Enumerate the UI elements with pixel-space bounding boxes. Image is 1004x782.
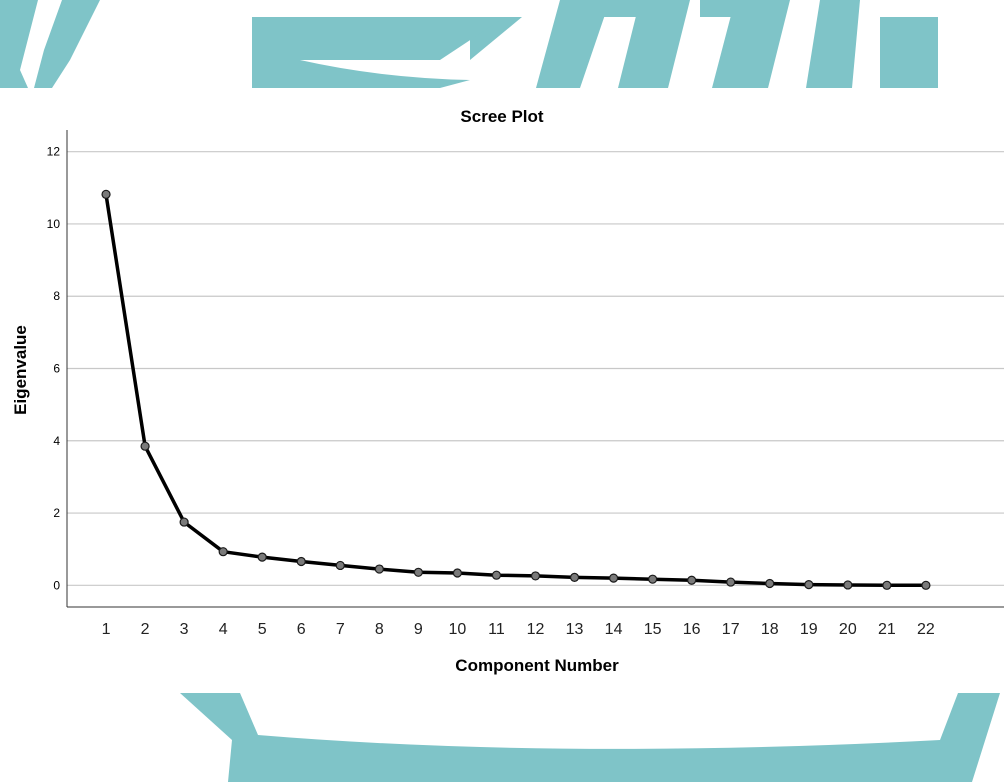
x-tick-label: 2 bbox=[141, 621, 150, 638]
x-tick-label: 7 bbox=[336, 621, 345, 638]
data-point bbox=[452, 568, 463, 578]
x-tick-label: 4 bbox=[219, 621, 228, 638]
watermark-top-block bbox=[700, 0, 760, 17]
y-tick-labels: 0 2 4 6 8 10 12 bbox=[47, 145, 61, 593]
data-point bbox=[765, 578, 775, 589]
data-point bbox=[413, 567, 423, 577]
data-point bbox=[804, 579, 814, 590]
x-tick-label: 21 bbox=[878, 621, 896, 638]
data-point bbox=[687, 575, 697, 585]
data-point bbox=[569, 572, 580, 582]
data-point bbox=[491, 570, 502, 580]
y-tick-label: 10 bbox=[47, 217, 61, 231]
data-point bbox=[335, 560, 345, 571]
x-tick-label: 22 bbox=[917, 621, 935, 638]
watermark-top-block bbox=[880, 17, 938, 88]
y-tick-label: 8 bbox=[53, 289, 60, 303]
y-tick-label: 0 bbox=[53, 578, 60, 592]
x-tick-label: 5 bbox=[258, 621, 267, 638]
watermark-top-block bbox=[600, 0, 650, 17]
watermark-bottom-band bbox=[180, 693, 1000, 782]
watermark-top-left-arc bbox=[0, 0, 38, 88]
x-axis-title: Component Number bbox=[455, 656, 619, 675]
x-tick-label: 11 bbox=[488, 621, 505, 638]
data-point bbox=[179, 517, 189, 527]
y-tick-label: 4 bbox=[53, 434, 60, 448]
data-points bbox=[101, 189, 931, 590]
data-point bbox=[921, 580, 931, 590]
data-point bbox=[101, 189, 111, 199]
data-point bbox=[648, 574, 658, 584]
watermark-top-stripes bbox=[252, 17, 505, 60]
y-tick-label: 6 bbox=[53, 362, 60, 376]
x-tick-label: 10 bbox=[449, 621, 467, 638]
x-tick-labels: 1 2 3 4 5 6 7 8 9 10 11 12 13 14 15 16 17 18 19 20 21 22 bbox=[102, 621, 935, 638]
data-point bbox=[530, 571, 541, 581]
watermark-top-stripe bbox=[806, 0, 860, 88]
data-point bbox=[218, 547, 228, 557]
gridlines bbox=[67, 151, 1004, 586]
watermark-top-stripe bbox=[618, 0, 690, 88]
x-tick-label: 9 bbox=[414, 621, 423, 638]
eigenvalue-line bbox=[104, 192, 928, 588]
watermark-top-curve bbox=[252, 60, 470, 88]
watermark-top-stripe bbox=[712, 0, 790, 88]
x-tick-label: 3 bbox=[180, 621, 189, 638]
watermark-top-left-arc bbox=[34, 0, 100, 88]
y-tick-label: 2 bbox=[53, 506, 60, 520]
y-tick-label: 12 bbox=[47, 145, 61, 159]
data-point bbox=[843, 580, 853, 590]
chart-title: Scree Plot bbox=[460, 107, 543, 126]
x-tick-label: 8 bbox=[375, 621, 384, 638]
data-point bbox=[882, 580, 892, 590]
data-point bbox=[257, 552, 267, 562]
x-tick-label: 15 bbox=[644, 621, 662, 638]
x-tick-label: 19 bbox=[800, 621, 818, 638]
y-axis-title: Eigenvalue bbox=[11, 325, 30, 415]
data-point bbox=[374, 564, 384, 574]
data-point bbox=[140, 441, 150, 451]
x-tick-label: 14 bbox=[605, 621, 623, 638]
x-tick-label: 16 bbox=[683, 621, 701, 638]
x-tick-label: 18 bbox=[761, 621, 779, 638]
x-tick-label: 20 bbox=[839, 621, 857, 638]
data-point bbox=[608, 573, 619, 583]
data-point bbox=[296, 556, 306, 567]
watermark-top-stripe bbox=[536, 0, 610, 88]
x-tick-label: 6 bbox=[297, 621, 306, 638]
x-tick-label: 17 bbox=[722, 621, 740, 638]
x-tick-label: 12 bbox=[527, 621, 545, 638]
data-point bbox=[726, 577, 736, 587]
x-tick-label: 13 bbox=[566, 621, 584, 638]
x-tick-label: 1 bbox=[102, 621, 111, 638]
